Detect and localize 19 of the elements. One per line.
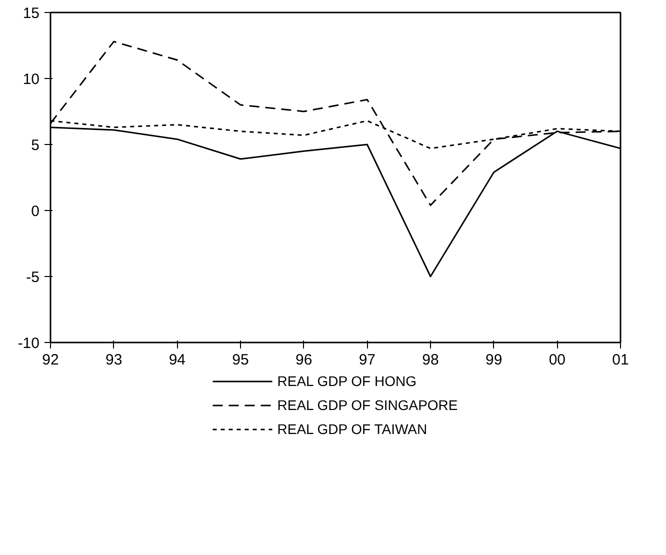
- x-tick-label: 98: [422, 352, 439, 368]
- x-tick-label: 94: [168, 352, 186, 368]
- legend-label: REAL GDP OF SINGAPORE: [277, 397, 458, 413]
- y-tick-label: 15: [22, 5, 40, 22]
- x-tick-label: 96: [295, 352, 312, 368]
- legend-label: REAL GDP OF HONG: [277, 373, 416, 389]
- x-tick-label: 99: [485, 352, 502, 368]
- x-tick-label: 93: [105, 352, 122, 368]
- x-tick-label: 95: [232, 352, 249, 368]
- y-tick-label: 0: [31, 203, 40, 220]
- legend-label: REAL GDP OF TAIWAN: [277, 421, 428, 437]
- x-tick-label: 00: [548, 352, 566, 368]
- x-tick-label: 92: [42, 352, 59, 368]
- y-tick-label: 10: [22, 71, 40, 88]
- y-tick-label: 5: [31, 137, 40, 154]
- y-tick-label: -5: [26, 269, 40, 286]
- x-tick-label: 01: [612, 352, 629, 368]
- y-tick-label: -10: [18, 335, 40, 352]
- x-tick-label: 97: [358, 352, 376, 368]
